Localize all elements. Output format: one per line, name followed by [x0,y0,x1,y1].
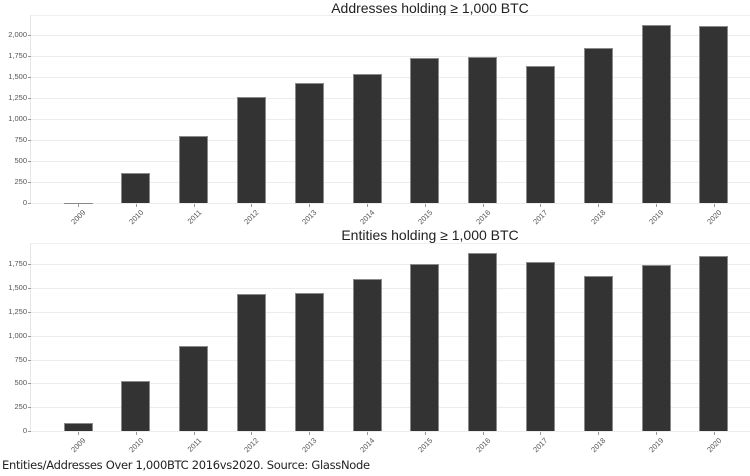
x-tick-mark [482,432,484,435]
bar-2015 [410,264,440,431]
x-tick-mark [540,432,542,435]
y-tick-label: 1,750 [1,260,31,268]
bar-2019 [641,264,671,431]
entities-chart: Entities holding ≥ 1,000 BTC 0 250 500 750 1… [0,225,750,455]
addresses-chart: Addresses holding ≥ 1,000 BTC 0 250 500 750… [0,0,750,226]
y-tick-label: 1,250 [1,94,31,102]
bar-2010 [121,380,151,431]
gridline [31,383,750,385]
gridline [31,56,750,58]
y-tick-label: 1,750 [1,52,31,60]
x-tick-mark [193,204,195,208]
y-tick-label: 1,000 [1,331,31,340]
x-tick-mark [135,432,137,435]
x-tick-mark [656,432,657,435]
bar-2020 [699,255,729,431]
gridline [31,288,750,290]
plot-area: 0 250 500 750 1,000 1,250 1,500 1,750 2009 2010 20… [8,243,750,454]
bar-2017 [525,262,555,431]
x-tick-mark [309,432,311,435]
x-tick-mark [135,204,137,208]
bar-2011 [179,346,209,431]
x-tick-mark [598,204,600,208]
y-tick-label: 500 [1,157,31,165]
gridline [31,119,750,121]
x-tick-mark [713,432,715,435]
bar-2018 [583,275,613,431]
x-tick-label: 2020 [704,436,724,455]
chart-title: Entities holding ≥ 1,000 BTC [341,227,519,243]
gridline [31,98,750,100]
x-tick-mark [424,432,426,435]
y-tick-label: 2,000 [1,31,31,39]
x-tick-label: 2017 [531,436,550,455]
x-tick-label: 2018 [589,436,608,455]
y-tick-label: 1,000 [1,115,31,123]
gridline [31,140,750,142]
gridline [31,77,750,79]
bar-2009 [63,202,93,205]
bar-2018 [583,47,613,204]
gridline [31,182,750,184]
x-tick-label: 2019 [647,436,666,455]
x-tick-mark [78,204,79,208]
y-tick-label: 250 [1,403,31,411]
chart-title: Addresses holding ≥ 1,000 BTC [331,0,529,16]
x-tick-mark [78,432,79,435]
bar-2011 [179,136,209,204]
x-tick-mark [367,204,368,208]
y-tick-label: 500 [1,379,31,387]
x-tick-mark [251,204,253,208]
bar-2010 [121,173,151,204]
gridline [31,359,750,361]
bar-2014 [352,279,382,431]
x-tick-mark [367,432,368,435]
x-tick-mark [713,204,715,208]
bar-2015 [410,58,440,204]
bar-2016 [468,252,498,431]
gridline [31,35,750,37]
x-tick-mark [482,204,484,208]
x-tick-mark [598,432,600,435]
x-tick-label: 2015 [415,436,435,455]
bar-2017 [525,66,555,204]
bar-2012 [236,97,266,204]
x-tick-mark [309,204,311,208]
x-tick-mark [424,204,426,208]
x-axis-line [31,431,750,432]
plot-area: 0 250 500 750 1,000 1,250 1,500 1,750 2,000 2009 2… [8,15,750,226]
x-tick-mark [540,204,542,208]
bar-2012 [236,293,266,431]
x-tick-mark [193,432,195,435]
bar-2013 [294,292,324,431]
y-tick-label: 0 [1,427,31,435]
bar-2014 [352,74,382,204]
x-axis-line [31,203,750,205]
y-tick-label: 1,500 [1,73,31,81]
gridline [31,161,750,163]
x-tick-mark [656,204,657,208]
y-tick-label: 1,250 [1,307,31,316]
caption: Entities/Addresses Over 1,000BTC 2016vs2… [2,458,370,472]
gridline [31,264,750,266]
x-tick-mark [251,432,253,435]
y-tick-label: 1,500 [1,284,31,292]
y-tick-label: 750 [1,355,31,364]
bar-2009 [63,422,93,431]
bar-2019 [641,25,671,204]
bar-2020 [699,25,729,204]
gridline [31,407,750,409]
y-tick-label: 0 [1,199,31,207]
gridline [31,311,750,313]
bar-2013 [294,83,324,204]
bar-2016 [468,57,498,204]
y-tick-label: 750 [1,136,31,144]
y-tick-label: 250 [1,178,31,186]
gridline [31,335,750,337]
x-tick-label: 2016 [473,436,492,455]
